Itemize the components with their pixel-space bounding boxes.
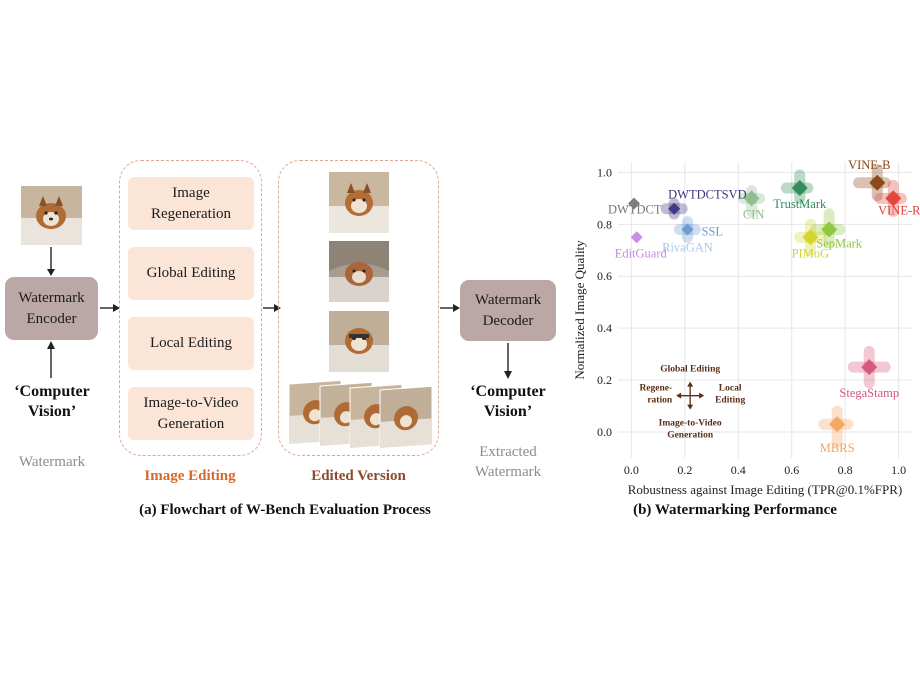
label-dwtdct: DWTDCT	[608, 203, 662, 217]
legend-image-to-video-line2: Generation	[667, 431, 714, 441]
legend-image-to-video-line1: Image-to-Video	[659, 419, 722, 429]
x-axis-label: Robustness against Image Editing (TPR@0.…	[628, 482, 903, 497]
legend-global-editing: Global Editing	[660, 365, 720, 375]
label-pimog: PIMoG	[792, 246, 830, 260]
point-cin	[743, 190, 760, 207]
watermark-encoder-box: Watermark Encoder	[5, 277, 98, 340]
decoder-label-line2: Decoder	[482, 312, 534, 329]
encoder-label-line2: Encoder	[26, 310, 77, 327]
x-tick-label: 0.4	[731, 463, 746, 477]
legend-arrowhead	[676, 392, 682, 399]
label-sepmark: SepMark	[816, 237, 863, 251]
watermark-label: Watermark	[18, 454, 86, 470]
point-ssl	[681, 223, 694, 236]
label-mbrs: MBRS	[820, 441, 855, 455]
legend-regeneration-line1: Regene-	[639, 384, 672, 394]
label-ssl: SSL	[701, 225, 723, 239]
edited-photo-regeneration	[329, 172, 389, 233]
input-dog-photo	[21, 186, 82, 245]
step-global-editing: Global Editing	[128, 247, 254, 300]
arrow-edited-to-decoder	[440, 304, 460, 312]
step-image-to-video: Image-to-Video Generation	[128, 387, 254, 440]
dog-photo-icon	[329, 311, 389, 372]
label-stegastamp: StegaStamp	[839, 386, 899, 400]
x-tick-label: 0.6	[784, 463, 799, 477]
image-editing-group	[119, 160, 262, 456]
label-rivagan: RivaGAN	[662, 241, 713, 255]
point-pimog	[802, 229, 819, 246]
legend-local-editing-line2: Editing	[715, 396, 745, 406]
output-text: ‘Computer Vision’	[470, 383, 546, 420]
dog-photo-icon	[329, 241, 389, 302]
point-stegastamp	[861, 359, 878, 376]
x-tick-label: 0.2	[677, 463, 692, 477]
label-vine-r: VINE-R	[878, 203, 920, 217]
chart-caption: (b) Watermarking Performance	[633, 502, 837, 518]
x-tick-label: 0.8	[838, 463, 853, 477]
flowchart-caption: (a) Flowchart of W-Bench Evaluation Proc…	[139, 502, 431, 518]
point-editguard	[630, 231, 643, 244]
y-tick-label: 0.2	[597, 373, 612, 387]
x-tick-label: 1.0	[891, 463, 906, 477]
point-trustmark	[791, 179, 808, 196]
arrow-decoder-to-text	[504, 343, 512, 379]
legend-regeneration-line2: ration	[647, 396, 673, 406]
step-image-regeneration: Image Regeneration	[128, 177, 254, 230]
arrow-text-to-encoder	[47, 341, 55, 378]
input-text: ‘Computer Vision’	[14, 383, 90, 420]
point-sepmark	[821, 221, 838, 238]
y-tick-label: 0.8	[597, 217, 612, 231]
point-vine-r	[885, 190, 902, 207]
image-editing-title: Image Editing	[144, 468, 236, 484]
label-vine-b: VINE-B	[848, 160, 890, 172]
x-tick-label: 0.0	[624, 463, 639, 477]
y-axis-label: Normalized Image Quality	[572, 240, 587, 380]
legend-arrowhead	[687, 381, 694, 387]
encoder-label-line1: Watermark	[18, 289, 85, 306]
legend-arrowhead	[699, 392, 705, 399]
watermark-decoder-box: Watermark Decoder	[460, 280, 556, 341]
point-dwtdct	[628, 197, 641, 210]
point-dwtdctsvd	[668, 202, 681, 215]
dog-photo-icon	[329, 172, 389, 233]
arrow-image-to-encoder	[47, 247, 55, 276]
edited-version-title: Edited Version	[311, 468, 406, 484]
y-tick-label: 0.0	[597, 425, 612, 439]
edited-photo-local	[329, 311, 389, 372]
point-vine-b	[869, 174, 886, 191]
video-frames-icon	[288, 379, 433, 449]
extracted-watermark-label: Extracted Watermark	[474, 444, 542, 480]
decoder-label-line1: Watermark	[474, 291, 542, 308]
step-local-editing: Local Editing	[128, 317, 254, 370]
label-cin: CIN	[743, 207, 765, 221]
label-dwtdctsvd: DWTDCTSVD	[668, 188, 746, 202]
point-mbrs	[829, 416, 846, 433]
arrow-encoder-to-editing	[100, 304, 120, 312]
dog-photo-icon	[21, 186, 82, 245]
y-tick-label: 0.4	[597, 321, 612, 335]
edited-video-frames	[287, 378, 435, 450]
chart-svg: 0.0 0.2 0.4 0.6 0.8 1.0 0.0 0.2 0.4 0.6 0.8 1.0 Robu…	[572, 158, 920, 497]
arrow-editing-to-edited	[263, 304, 281, 312]
edited-photo-global	[329, 241, 389, 302]
performance-chart: 0.0 0.2 0.4 0.6 0.8 1.0 0.0 0.2 0.4 0.6 0.8 1.0 Robu…	[570, 158, 920, 500]
y-tick-label: 1.0	[597, 165, 612, 179]
y-tick-label: 0.6	[597, 269, 612, 283]
label-editguard: EditGuard	[615, 246, 668, 260]
legend-arrowhead	[687, 404, 694, 410]
edited-version-group	[278, 160, 439, 456]
label-trustmark: TrustMark	[773, 197, 827, 211]
legend-local-editing-line1: Local	[719, 384, 742, 394]
